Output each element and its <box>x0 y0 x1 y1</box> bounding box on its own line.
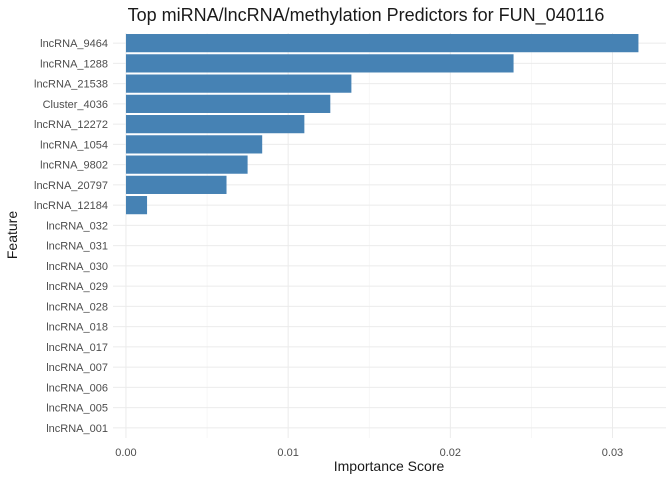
y-tick-label: lncRNA_001 <box>46 423 108 435</box>
x-tick-label: 0.02 <box>440 447 461 459</box>
bar-lncrna-9802 <box>125 155 248 174</box>
x-tick-labels: 0.00 0.01 0.02 0.03 <box>115 447 623 459</box>
y-tick-label: lncRNA_029 <box>46 281 108 293</box>
bar-cluster-4036 <box>125 94 331 113</box>
bar-lncrna-21538 <box>125 74 352 93</box>
x-tick-label: 0.03 <box>602 447 623 459</box>
y-tick-labels: lncRNA_9464 lncRNA_1288 lncRNA_21538 Cluste… <box>34 38 108 435</box>
grid-lines <box>113 33 666 438</box>
y-tick-label: lncRNA_005 <box>46 403 108 415</box>
bar-lncrna-20797 <box>125 175 227 194</box>
y-tick-label: Cluster_4036 <box>43 99 108 111</box>
y-tick-label: lncRNA_006 <box>46 382 108 394</box>
y-axis-label: Feature <box>4 211 20 259</box>
y-tick-label: lncRNA_20797 <box>34 180 108 192</box>
y-tick-label: lncRNA_12184 <box>34 200 108 212</box>
x-axis-label: Importance Score <box>334 458 445 474</box>
y-tick-label: lncRNA_12272 <box>34 119 108 131</box>
y-tick-label: lncRNA_031 <box>46 241 108 253</box>
bar-lncrna-1288 <box>125 54 514 73</box>
y-tick-label: lncRNA_21538 <box>34 79 108 91</box>
bars <box>125 34 639 215</box>
y-tick-label: lncRNA_028 <box>46 301 108 313</box>
y-tick-label: lncRNA_007 <box>46 362 108 374</box>
bar-lncrna-1054 <box>125 135 263 154</box>
y-tick-label: lncRNA_9464 <box>40 38 108 50</box>
y-tick-label: lncRNA_030 <box>46 261 108 273</box>
bar-lncrna-12272 <box>125 115 305 134</box>
y-tick-label: lncRNA_1288 <box>40 58 108 70</box>
y-tick-label: lncRNA_032 <box>46 220 108 232</box>
y-tick-label: lncRNA_1054 <box>40 139 108 151</box>
y-tick-label: lncRNA_018 <box>46 322 108 334</box>
bar-lncrna-12184 <box>125 196 148 215</box>
x-tick-label: 0.00 <box>115 447 136 459</box>
y-tick-label: lncRNA_017 <box>46 342 108 354</box>
chart-title: Top miRNA/lncRNA/methylation Predictors … <box>128 5 605 26</box>
x-tick-label: 0.01 <box>277 447 298 459</box>
bar-lncrna-9464 <box>125 34 639 53</box>
y-tick-label: lncRNA_9802 <box>40 160 108 172</box>
